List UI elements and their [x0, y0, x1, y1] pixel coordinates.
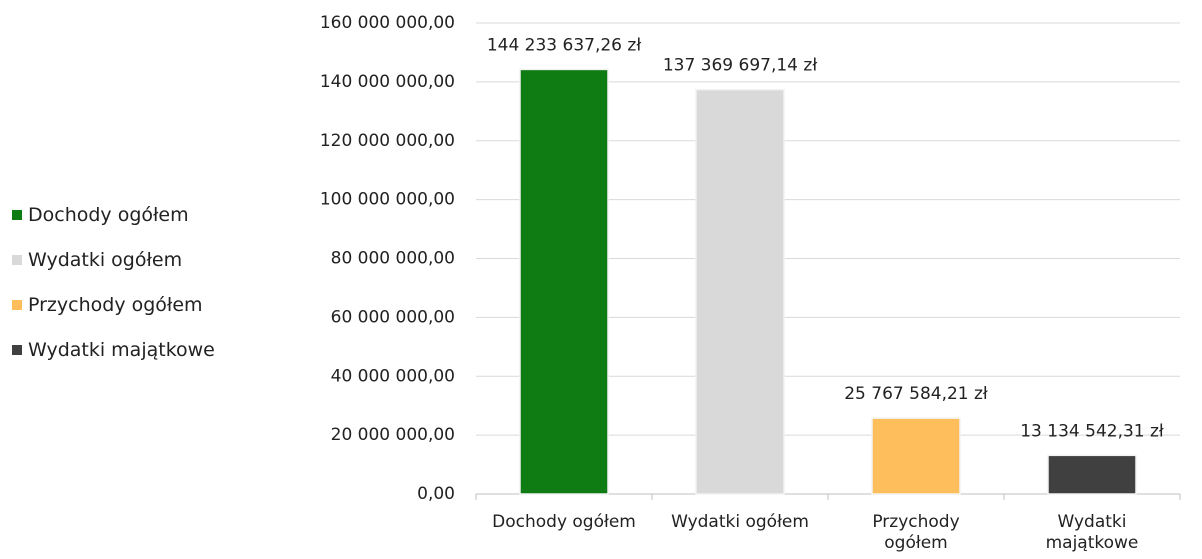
y-tick-label: 140 000 000,00 — [320, 72, 455, 92]
data-label: 137 369 697,14 zł — [663, 56, 818, 76]
legend-item: Wydatki majątkowe — [12, 339, 215, 361]
y-tick-label: 160 000 000,00 — [320, 13, 455, 33]
y-tick-label: 80 000 000,00 — [331, 249, 455, 269]
y-tick-label: 20 000 000,00 — [331, 425, 455, 445]
bar — [695, 88, 785, 495]
legend-item: Wydatki ogółem — [12, 249, 182, 271]
legend-label: Dochody ogółem — [28, 204, 189, 226]
legend-label: Wydatki ogółem — [28, 249, 183, 271]
y-tick-label: 100 000 000,00 — [320, 190, 455, 210]
x-tick-label: Wydatki ogółem — [671, 512, 809, 532]
legend-swatch — [12, 345, 22, 355]
legend-label: Przychody ogółem — [28, 294, 203, 316]
y-tick-label: 40 000 000,00 — [331, 366, 455, 386]
data-label: 13 134 542,31 zł — [1020, 421, 1164, 441]
legend-item: Przychody ogółem — [12, 294, 203, 316]
legend-swatch — [12, 255, 22, 265]
y-tick-label: 0,00 — [417, 484, 455, 504]
legend-swatch — [12, 210, 22, 220]
legend-label: Wydatki majątkowe — [28, 339, 215, 361]
x-tick-label: Przychody ogółem — [872, 512, 960, 553]
x-tick-label: Wydatki majątkowe — [1045, 512, 1139, 553]
bar — [519, 68, 609, 495]
legend-swatch — [12, 300, 22, 310]
data-label: 144 233 637,26 zł — [487, 35, 642, 55]
data-label: 25 767 584,21 zł — [844, 384, 988, 404]
y-tick-label: 120 000 000,00 — [320, 131, 455, 151]
bar — [1047, 454, 1137, 495]
legend-item: Dochody ogółem — [12, 204, 189, 226]
x-tick-label: Dochody ogółem — [492, 512, 636, 532]
bar — [871, 417, 961, 495]
y-tick-label: 60 000 000,00 — [331, 307, 455, 327]
